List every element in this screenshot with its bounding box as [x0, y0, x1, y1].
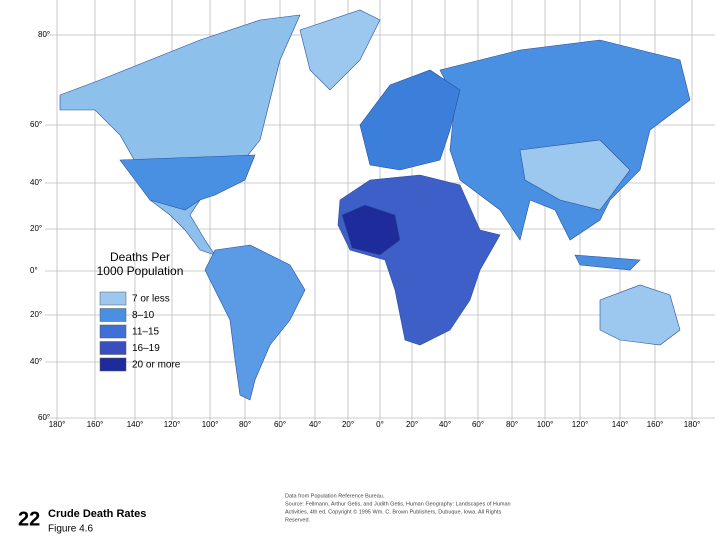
legend-label: 8–10	[132, 310, 155, 321]
longitude-label: 120°	[572, 420, 589, 429]
latitude-label: 60°	[30, 120, 42, 129]
west-africa	[341, 204, 401, 256]
page-number: 22	[18, 508, 40, 530]
legend-swatch	[99, 291, 127, 306]
latitude-label: 20°	[30, 224, 42, 233]
longitude-label: 20°	[406, 420, 418, 429]
figure-label: Figure 4.6	[48, 524, 93, 535]
legend-title: 1000 Population	[97, 264, 184, 278]
legend-label: 20 or more	[132, 360, 181, 371]
longitude-label: 20°	[342, 420, 354, 429]
longitude-label: 100°	[537, 420, 554, 429]
source-note: Data from Population Reference Bureau. So…	[285, 493, 511, 523]
longitude-label: 160°	[647, 420, 664, 429]
longitude-label: 180°	[49, 420, 66, 429]
latitude-label: 0°	[30, 266, 38, 275]
longitude-label: 80°	[506, 420, 518, 429]
longitude-label: 60°	[274, 420, 286, 429]
figure-title: Crude Death Rates	[48, 508, 146, 520]
legend-label: 16–19	[132, 343, 160, 354]
longitude-label: 80°	[239, 420, 251, 429]
europe	[359, 69, 461, 171]
longitude-label: 100°	[202, 420, 219, 429]
landmasses	[59, 9, 691, 401]
indonesia	[574, 254, 641, 271]
united-states	[119, 154, 256, 211]
longitude-label: 160°	[87, 420, 104, 429]
latitude-label: 40°	[30, 178, 42, 187]
longitude-label: 180°	[684, 420, 701, 429]
legend-title: Deaths Per	[110, 250, 170, 264]
longitude-label: 120°	[164, 420, 181, 429]
legend-swatch	[99, 308, 127, 322]
legend-swatch	[99, 357, 127, 372]
legend-label: 7 or less	[132, 294, 170, 305]
south-america	[204, 244, 306, 401]
latitude-label: 20°	[30, 310, 42, 319]
latitude-label: 40°	[30, 357, 42, 366]
longitude-label: 60°	[472, 420, 484, 429]
latitude-label: 60°	[38, 413, 50, 422]
longitude-labels: 180° 160° 140° 120° 100° 80° 60° 40° 20° 0° 20° 40°…	[49, 420, 701, 429]
longitude-label: 40°	[309, 420, 321, 429]
greenland	[299, 9, 381, 91]
longitude-label: 40°	[439, 420, 451, 429]
source-line: Data from Population Reference Bureau.	[285, 493, 385, 499]
legend-swatch	[99, 341, 127, 355]
legend-swatch	[99, 324, 127, 339]
latitude-label: 80°	[38, 30, 50, 39]
source-line: Reserved.	[285, 517, 311, 523]
asia	[439, 39, 691, 241]
longitude-label: 140°	[612, 420, 629, 429]
longitude-label: 140°	[127, 420, 144, 429]
latitude-labels: 80° 60° 40° 20° 0° 20° 40° 60°	[30, 30, 50, 422]
longitude-label: 0°	[376, 420, 384, 429]
source-line: Activities, 4th ed. Copyright © 1995 Wm.…	[285, 508, 501, 515]
australia	[599, 284, 681, 346]
source-line: Source: Fellmann, Arthur Getis, and Judi…	[285, 501, 511, 507]
legend-label: 11–15	[132, 327, 160, 338]
china	[519, 139, 631, 211]
